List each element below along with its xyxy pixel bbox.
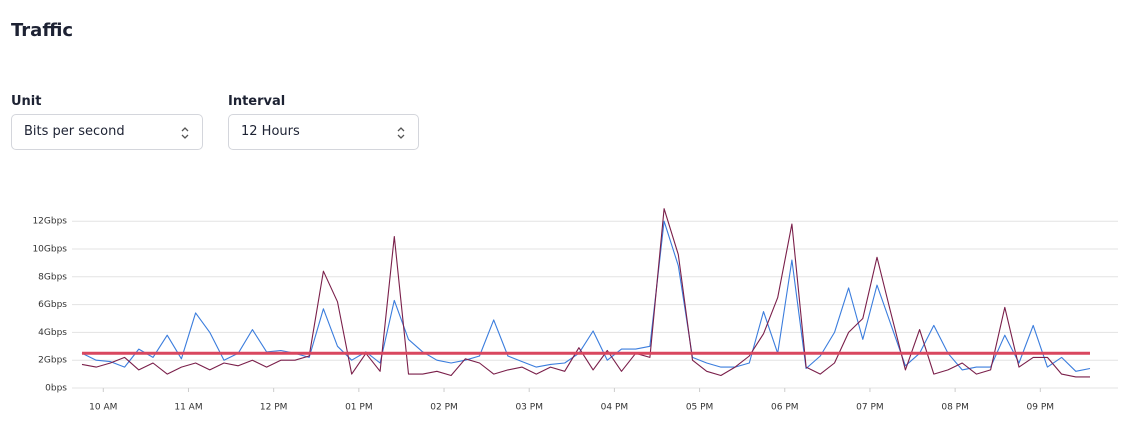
x-tick-label: 09 PM (1027, 403, 1055, 413)
x-tick-label: 07 PM (856, 403, 884, 413)
x-tick-label: 11 AM (174, 403, 202, 413)
x-tick-label: 01 PM (345, 403, 373, 413)
y-tick-label: 4Gbps (38, 328, 67, 338)
y-tick-label: 12Gbps (32, 217, 67, 227)
y-tick-label: 2Gbps (38, 356, 67, 366)
interval-label: Interval (228, 94, 286, 109)
page-title: Traffic (11, 20, 74, 41)
series-line (81, 208, 1090, 378)
x-tick-label: 04 PM (601, 403, 629, 413)
x-tick-label: 08 PM (941, 403, 969, 413)
x-tick-label: 03 PM (515, 403, 543, 413)
x-tick-label: 10 AM (89, 403, 117, 413)
x-tick-label: 12 PM (260, 403, 288, 413)
y-tick-label: 0bps (45, 384, 67, 394)
y-tick-label: 10Gbps (32, 245, 67, 255)
unit-label: Unit (11, 94, 42, 109)
chevron (181, 127, 189, 139)
x-tick-label: 06 PM (771, 403, 799, 413)
x-tick-label: 02 PM (430, 403, 458, 413)
unit-value: Bits per second (24, 124, 125, 139)
x-tick-label: 05 PM (686, 403, 714, 413)
chevron (397, 127, 405, 139)
y-tick-label: 8Gbps (38, 272, 67, 282)
y-tick-label: 6Gbps (38, 300, 67, 310)
series-line (81, 220, 1091, 372)
interval-value: 12 Hours (241, 124, 300, 139)
unit-select[interactable]: Bits per second (11, 114, 203, 150)
interval-select[interactable]: 12 Hours (228, 114, 419, 150)
